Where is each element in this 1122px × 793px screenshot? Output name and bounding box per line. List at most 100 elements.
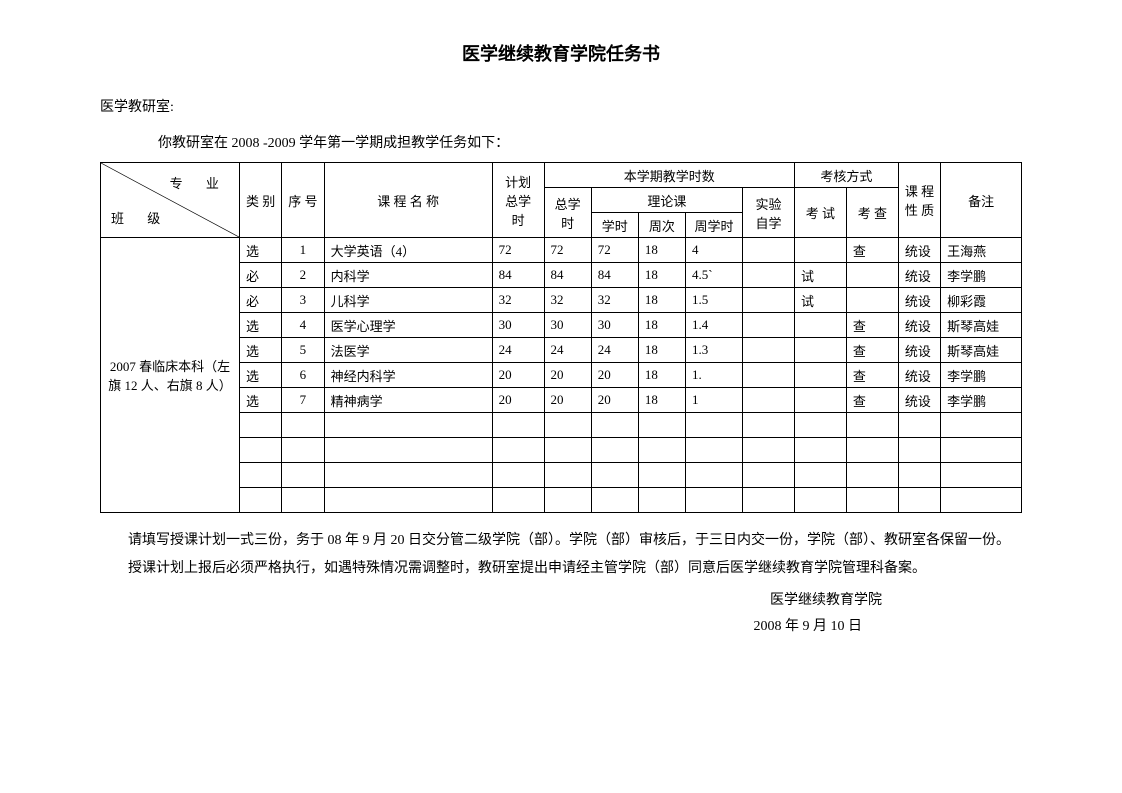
cell-plan: 72	[492, 238, 544, 263]
cell-ex	[794, 338, 846, 363]
cell-kxz: 统设	[898, 313, 940, 338]
hdr-zhouxueshi: 周学时	[685, 213, 742, 238]
cell-name: 内科学	[324, 263, 492, 288]
blank-cell	[591, 463, 638, 488]
cell-lb: 选	[239, 363, 281, 388]
footnote-2: 授课计划上报后必须严格执行，如遇特殊情况需调整时，教研室提出申请经主管学院（部）…	[100, 555, 1022, 583]
blank-cell	[591, 438, 638, 463]
cell-zc: 18	[638, 238, 685, 263]
cell-name: 法医学	[324, 338, 492, 363]
diag-bot: 班 级	[111, 208, 170, 227]
blank-cell	[794, 488, 846, 513]
cell-bz: 柳彩霞	[941, 288, 1022, 313]
blank-cell	[743, 438, 795, 463]
cell-lb: 必	[239, 263, 281, 288]
cell-bz: 李学鹏	[941, 263, 1022, 288]
cell-zx: 84	[544, 263, 591, 288]
hdr-shiyan: 实验自学	[743, 188, 795, 238]
blank-cell	[492, 463, 544, 488]
blank-cell	[239, 463, 281, 488]
blank-cell	[591, 413, 638, 438]
cell-zxs: 1.4	[685, 313, 742, 338]
blank-cell	[743, 463, 795, 488]
blank-cell	[492, 488, 544, 513]
cell-zc: 18	[638, 363, 685, 388]
cell-ex	[794, 388, 846, 413]
blank-cell	[794, 438, 846, 463]
cell-sy	[743, 363, 795, 388]
blank-cell	[743, 413, 795, 438]
cell-no: 3	[282, 288, 324, 313]
blank-cell	[324, 438, 492, 463]
cell-zx: 24	[544, 338, 591, 363]
cell-xs: 32	[591, 288, 638, 313]
cell-kxz: 统设	[898, 338, 940, 363]
blank-cell	[282, 413, 324, 438]
blank-cell	[638, 413, 685, 438]
blank-cell	[544, 463, 591, 488]
blank-cell	[239, 488, 281, 513]
cell-name: 精神病学	[324, 388, 492, 413]
hdr-kaohe: 考核方式	[794, 163, 898, 188]
cell-plan: 20	[492, 363, 544, 388]
cell-xs: 84	[591, 263, 638, 288]
blank-cell	[941, 488, 1022, 513]
cell-name: 儿科学	[324, 288, 492, 313]
cell-sy	[743, 313, 795, 338]
cell-zc: 18	[638, 313, 685, 338]
cell-lb: 选	[239, 338, 281, 363]
signature: 医学继续教育学院	[100, 589, 1022, 609]
cell-zxs: 4	[685, 238, 742, 263]
blank-cell	[794, 463, 846, 488]
cell-zx: 72	[544, 238, 591, 263]
cell-ck	[846, 263, 898, 288]
cell-sy	[743, 238, 795, 263]
cell-kxz: 统设	[898, 263, 940, 288]
hdr-xueshi: 学时	[591, 213, 638, 238]
cell-bz: 王海燕	[941, 238, 1022, 263]
cell-ck: 查	[846, 338, 898, 363]
cell-lb: 选	[239, 388, 281, 413]
cell-ck	[846, 288, 898, 313]
cell-bz: 李学鹏	[941, 363, 1022, 388]
intro-line-1: 医学教研室:	[100, 96, 1022, 116]
cell-sy	[743, 338, 795, 363]
cell-zxs: 1	[685, 388, 742, 413]
cell-ck: 查	[846, 388, 898, 413]
blank-cell	[282, 463, 324, 488]
blank-cell	[239, 413, 281, 438]
cell-lb: 必	[239, 288, 281, 313]
blank-cell	[544, 488, 591, 513]
hdr-plan: 计划总学时	[492, 163, 544, 238]
hdr-zx: 总学时	[544, 188, 591, 238]
hdr-kxz: 课 程 性 质	[898, 163, 940, 238]
blank-cell	[846, 438, 898, 463]
date: 2008 年 9 月 10 日	[100, 615, 1022, 635]
cell-ck: 查	[846, 238, 898, 263]
hdr-zhouci: 周次	[638, 213, 685, 238]
cell-no: 5	[282, 338, 324, 363]
blank-cell	[898, 463, 940, 488]
cell-kxz: 统设	[898, 238, 940, 263]
blank-cell	[898, 488, 940, 513]
blank-cell	[898, 413, 940, 438]
cell-ck: 查	[846, 363, 898, 388]
cell-zxs: 1.5	[685, 288, 742, 313]
cell-xs: 24	[591, 338, 638, 363]
cell-no: 7	[282, 388, 324, 413]
cell-ex	[794, 313, 846, 338]
blank-cell	[685, 438, 742, 463]
blank-cell	[324, 413, 492, 438]
diag-header: 专 业 班 级	[101, 163, 240, 238]
cell-ex	[794, 363, 846, 388]
cell-plan: 24	[492, 338, 544, 363]
cell-no: 6	[282, 363, 324, 388]
cell-lb: 选	[239, 238, 281, 263]
cell-bz: 李学鹏	[941, 388, 1022, 413]
cell-no: 1	[282, 238, 324, 263]
cell-bz: 斯琴高娃	[941, 338, 1022, 363]
class-label: 2007 春临床本科（左旗 12 人、右旗 8 人）	[101, 238, 240, 513]
cell-sy	[743, 288, 795, 313]
cell-xs: 20	[591, 388, 638, 413]
blank-cell	[846, 413, 898, 438]
